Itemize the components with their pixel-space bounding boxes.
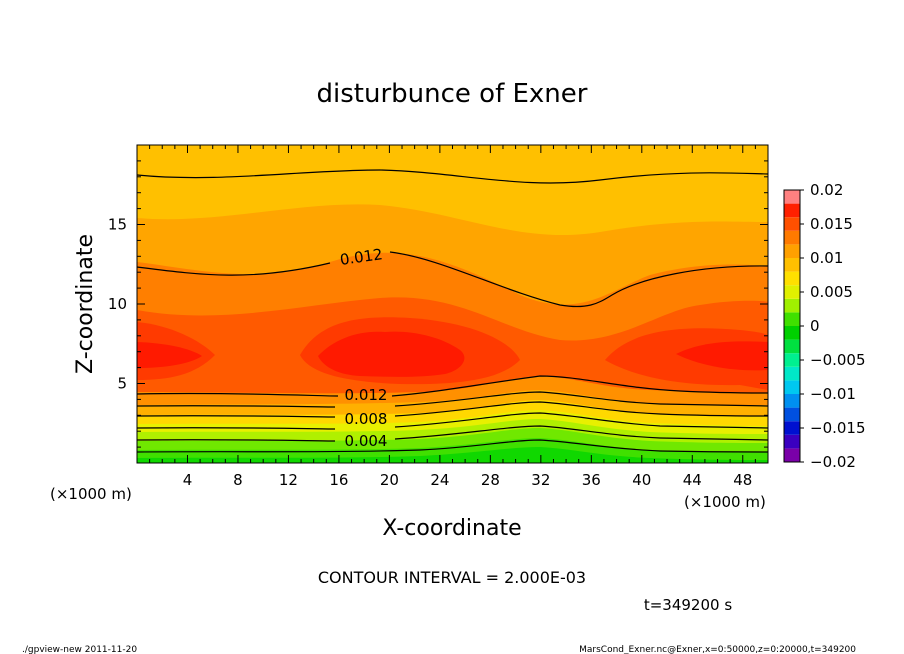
time-label: t=349200 s	[644, 596, 732, 614]
colorbar-swatch	[784, 190, 800, 204]
x-unit-left: (×1000 m)	[50, 485, 132, 503]
x-tick-label: 32	[531, 471, 550, 489]
x-tick-label: 36	[582, 471, 601, 489]
colorbar: 0.02 0.015 0.01 0.005 0 −0.005 −0.01 −0.015 −0.0…	[783, 181, 866, 471]
x-tick-label: 48	[733, 471, 752, 489]
colorbar-label: 0.005	[810, 283, 853, 301]
contour-fill	[137, 145, 768, 463]
contour-line	[137, 425, 768, 442]
colorbar-label: −0.02	[810, 453, 856, 471]
x-tick-label: 12	[279, 471, 298, 489]
colorbar-swatch	[784, 380, 800, 394]
colorbar-swatch	[784, 339, 800, 354]
colorbar-swatch	[784, 366, 800, 381]
contour-line	[137, 251, 768, 308]
colorbar-label: 0.01	[810, 249, 843, 267]
colorbar-label: −0.005	[810, 351, 866, 369]
x-tick-label: 40	[632, 471, 651, 489]
contour-line	[137, 401, 768, 418]
colorbar-swatch	[784, 258, 800, 272]
x-tick-label: 28	[481, 471, 500, 489]
y-axis-ticks: 5 10 15	[108, 160, 768, 448]
y-tick-label: 10	[108, 295, 127, 313]
x-tick-label: 8	[233, 471, 243, 489]
colorbar-swatch	[784, 271, 800, 286]
contour-label: 0.012	[345, 386, 388, 404]
contour-line	[137, 169, 768, 184]
colorbar-swatch	[784, 448, 800, 462]
colorbar-swatch	[784, 217, 800, 231]
x-tick-label: 4	[183, 471, 193, 489]
core-center	[318, 331, 465, 377]
colorbar-swatch	[784, 312, 800, 326]
core-left	[137, 342, 202, 368]
colorbar-swatch	[784, 434, 800, 449]
core-right	[676, 341, 768, 371]
footer-left: ./gpview-new 2011-11-20	[22, 645, 137, 654]
contour-line	[137, 412, 768, 430]
colorbar-label: −0.015	[810, 419, 866, 437]
contour-line	[137, 439, 768, 453]
footer-right: MarsCond_Exner.nc@Exner,x=0:50000,z=0:20…	[579, 645, 856, 654]
colorbar-swatch	[784, 394, 800, 408]
x-unit-right: (×1000 m)	[684, 493, 766, 511]
colorbar-swatch	[784, 298, 800, 313]
band-deep-green	[137, 447, 768, 463]
colorbar-swatch	[784, 244, 800, 258]
x-axis-label: X-coordinate	[382, 516, 521, 541]
y-tick-label: 5	[117, 375, 127, 393]
x-tick-label: 16	[329, 471, 348, 489]
contour-interval: CONTOUR INTERVAL = 2.000E-03	[318, 568, 586, 587]
colorbar-label: 0	[810, 317, 820, 335]
colorbar-label: −0.01	[810, 385, 856, 403]
x-tick-label: 44	[683, 471, 702, 489]
x-axis-ticks: 4 8 12 16 20 24 28 32 36 40 44 48	[149, 145, 769, 489]
colorbar-label: 0.02	[810, 181, 843, 199]
contour-line	[137, 375, 768, 397]
colorbar-swatch	[784, 407, 800, 422]
colorbar-swatch	[784, 326, 800, 340]
colorbar-label: 0.015	[810, 215, 853, 233]
contour-label: 0.004	[345, 432, 388, 450]
contour-label: 0.008	[345, 410, 388, 428]
x-tick-label: 24	[430, 471, 449, 489]
colorbar-swatch	[784, 421, 800, 435]
colorbar-swatch	[784, 353, 800, 367]
y-axis-label: Z-coordinate	[73, 234, 98, 374]
x-tick-label: 20	[380, 471, 399, 489]
chart-title: disturbunce of Exner	[317, 79, 588, 109]
contour-label: 0.012	[339, 245, 384, 269]
y-tick-label: 15	[108, 216, 127, 234]
colorbar-swatch	[784, 230, 800, 245]
contour-lines	[137, 169, 768, 453]
colorbar-swatch	[784, 285, 800, 299]
colorbar-swatch	[784, 203, 800, 218]
contour-line	[137, 391, 768, 408]
